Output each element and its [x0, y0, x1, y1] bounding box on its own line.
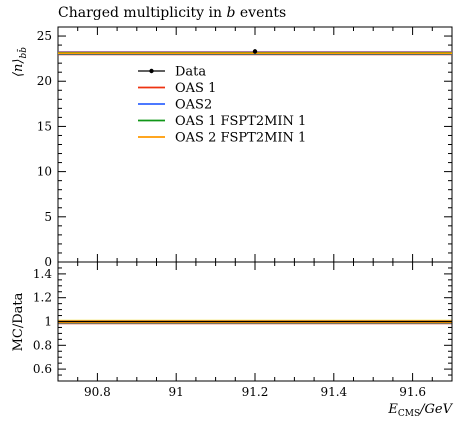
main-y-axis-label: ⟨n⟩bb̄	[11, 47, 29, 77]
ratio-plot-area: 0.6 0.8 1 1.2 1.4 90.8 91 91.2 91.4 91.6	[33, 261, 453, 399]
main-y-tick-label: 10	[37, 165, 52, 179]
ratio-y-tick-label: 0.6	[33, 362, 52, 376]
legend-label: Data	[175, 65, 206, 80]
x-axis-label: ECMS/GeV	[387, 402, 453, 419]
main-y-tick-label: 20	[37, 74, 52, 88]
main-y-tick-label: 25	[37, 29, 52, 43]
legend-label: OAS 2 FSPT2MIN 1	[175, 131, 306, 146]
data-point	[252, 49, 258, 54]
main-y-tick-label: 5	[44, 210, 52, 224]
ratio-y-tick-label: 1.2	[33, 291, 52, 305]
main-plot-area: 0 5 10 15 20 25	[37, 26, 453, 269]
x-tick-label: 91.4	[320, 385, 347, 399]
legend-label: OAS2	[175, 98, 212, 113]
x-tick-label: 90.8	[84, 385, 111, 399]
x-tick-label: 91.2	[242, 385, 269, 399]
x-tick-label: 91.6	[399, 385, 426, 399]
ratio-y-tick-label: 1.4	[33, 267, 52, 281]
x-tick-label: 91	[169, 385, 184, 399]
ratio-y-axis-label: MC/Data	[11, 292, 26, 351]
legend-label: OAS 1	[175, 81, 216, 96]
ratio-y-tick-label: 1	[44, 315, 52, 329]
main-y-tick-label: 15	[37, 119, 52, 133]
chart-title: Charged multiplicity in b events	[58, 5, 286, 21]
ratio-y-tick-label: 0.8	[33, 338, 52, 352]
legend-label: OAS 1 FSPT2MIN 1	[175, 114, 306, 129]
main-y-tick-label: 0	[44, 255, 52, 269]
legend-marker	[149, 68, 154, 74]
